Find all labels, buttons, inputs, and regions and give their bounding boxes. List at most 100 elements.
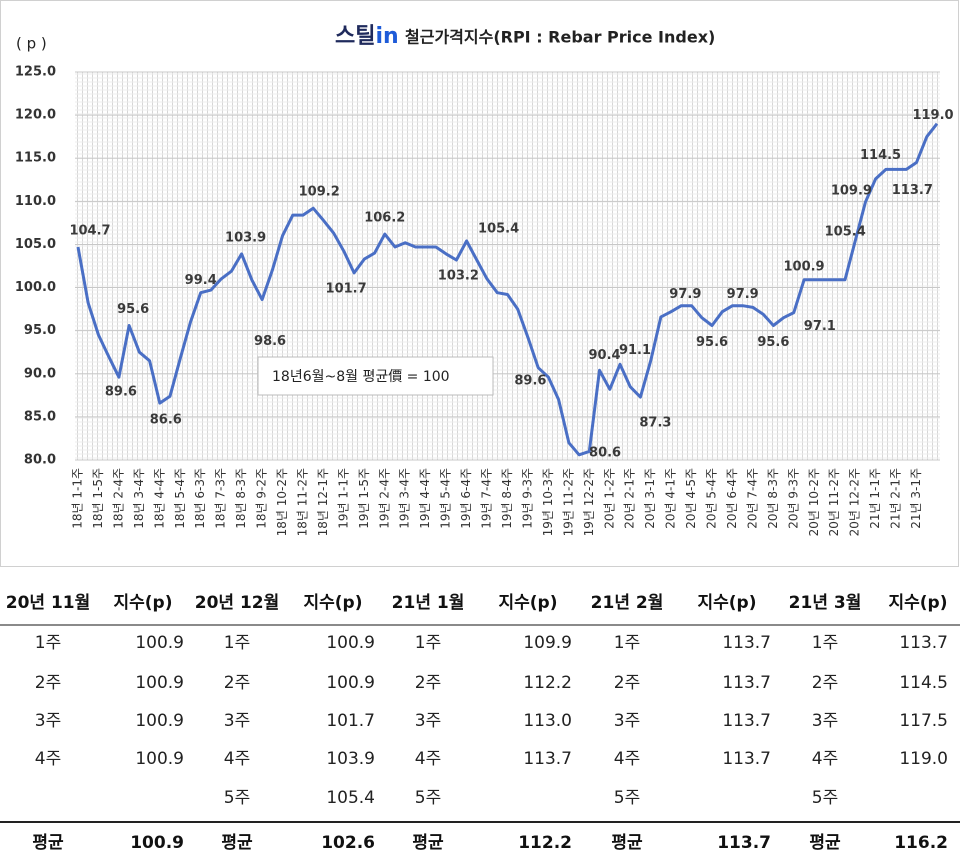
x-tick-label: 19년 10-3주	[541, 468, 555, 536]
table-cell: 113.7	[722, 673, 771, 693]
y-tick-label: 115.0	[15, 151, 56, 166]
y-tick-label: 110.0	[15, 194, 56, 209]
x-tick-label: 20년 7-4주	[745, 468, 759, 529]
value-label: 114.5	[860, 148, 901, 163]
value-label: 95.6	[696, 335, 728, 350]
value-label: 97.9	[727, 287, 759, 302]
x-tick-label: 21년 1-1주	[868, 468, 882, 529]
x-tick-label: 18년 2-4주	[111, 468, 125, 529]
value-label: 105.4	[825, 224, 866, 239]
table-header: 21년 3월	[789, 593, 862, 613]
y-tick-label: 95.0	[24, 323, 56, 338]
table-cell: 3주	[415, 711, 441, 731]
x-tick-label: 20년 4-5주	[684, 468, 698, 529]
x-tick-label: 20년 3-1주	[643, 468, 657, 529]
table-cell: 4주	[35, 749, 61, 769]
value-label: 109.2	[299, 185, 340, 200]
table-cell: 3주	[35, 711, 61, 731]
logo-text: 스틸	[335, 24, 375, 49]
table-cell: 113.7	[722, 749, 771, 769]
table-cell: 100.9	[326, 673, 375, 693]
value-label: 80.6	[589, 445, 621, 460]
x-tick-label: 18년 6-3주	[193, 468, 207, 529]
x-tick-label: 19년 8-4주	[500, 468, 514, 529]
y-axis-label: ( p )	[16, 35, 47, 53]
table-cell: 2주	[614, 673, 640, 693]
value-label: 99.4	[185, 273, 217, 288]
table-footer: 116.2	[894, 833, 948, 853]
x-tick-label: 18년 1-1주	[71, 468, 85, 529]
table-cell: 101.7	[326, 711, 375, 731]
x-tick-label: 19년 2-4주	[377, 468, 391, 529]
y-tick-label: 85.0	[24, 409, 56, 424]
value-label: 87.3	[639, 416, 671, 431]
x-tick-label: 18년 3-4주	[132, 468, 146, 529]
value-label: 97.1	[804, 319, 836, 334]
table-cell: 113.7	[523, 749, 572, 769]
table-cell: 1주	[614, 633, 640, 653]
table-cell: 1주	[224, 633, 250, 653]
table-cell: 4주	[224, 749, 250, 769]
table-header: 지수(p)	[698, 593, 757, 613]
x-tick-label: 19년 9-3주	[520, 468, 534, 529]
table-footer: 평균	[611, 833, 643, 853]
x-tick-label: 20년 10-2주	[807, 468, 821, 536]
x-tick-label: 18년 9-2주	[255, 468, 269, 529]
table-cell: 100.9	[135, 633, 184, 653]
value-label: 91.1	[619, 343, 651, 358]
rpi-line	[76, 122, 939, 457]
table-header: 21년 1월	[392, 593, 465, 613]
table-header: 20년 11월	[6, 593, 91, 613]
x-tick-label: 18년 12-1주	[316, 468, 330, 536]
x-tick-label: 19년 11-2주	[561, 468, 575, 536]
plot-area	[75, 72, 940, 460]
x-tick-label: 18년 10-2주	[275, 468, 289, 536]
y-tick-label: 125.0	[15, 65, 56, 80]
table-cell: 114.5	[899, 673, 948, 693]
value-label: 97.9	[669, 287, 701, 302]
table-cell: 1주	[415, 633, 441, 653]
table-cell: 5주	[224, 788, 250, 808]
table-cell: 119.0	[899, 749, 948, 769]
table-header: 20년 12월	[195, 593, 280, 613]
x-tick-label: 19년 1-5주	[357, 468, 371, 529]
table-cell: 2주	[35, 673, 61, 693]
x-tick-label: 21년 3-1주	[909, 468, 923, 529]
value-label: 90.4	[588, 348, 620, 363]
value-label: 101.7	[326, 281, 367, 296]
value-label: 103.9	[225, 230, 266, 245]
x-tick-label: 20년 1-2주	[602, 468, 616, 529]
x-tick-label: 21년 2-1주	[889, 468, 903, 529]
table-cell: 5주	[812, 788, 838, 808]
table-cell: 2주	[812, 673, 838, 693]
x-tick-label: 19년 6-4주	[459, 468, 473, 529]
table-cell: 112.2	[523, 673, 572, 693]
table-cell: 1주	[812, 633, 838, 653]
table-cell: 3주	[812, 711, 838, 731]
table-cell: 103.9	[326, 749, 375, 769]
x-tick-label: 20년 4-1주	[664, 468, 678, 529]
table-header: 지수(p)	[114, 593, 173, 613]
logo: 스틸in	[335, 24, 399, 49]
value-label: 113.7	[892, 183, 933, 198]
table-cell: 100.9	[135, 749, 184, 769]
value-label: 109.9	[831, 184, 872, 199]
table-cell: 113.0	[523, 711, 572, 731]
note-box	[257, 356, 494, 396]
x-tick-label: 20년 5-4주	[705, 468, 719, 529]
value-label: 106.2	[364, 211, 405, 226]
table-cell: 4주	[614, 749, 640, 769]
value-label: 89.6	[514, 374, 546, 389]
x-tick-label: 20년 6-4주	[725, 468, 739, 529]
x-tick-label: 18년 7-3주	[214, 468, 228, 529]
table-header: 지수(p)	[889, 593, 948, 613]
table-footer: 평균	[32, 833, 64, 853]
x-tick-label: 19년 7-4주	[480, 468, 494, 529]
table-cell: 109.9	[523, 633, 572, 653]
y-tick-label: 105.0	[15, 237, 56, 252]
table-footer: 100.9	[130, 833, 184, 853]
x-tick-label: 20년 2-1주	[623, 468, 637, 529]
y-tick-label: 120.0	[15, 108, 56, 123]
y-tick-label: 90.0	[24, 366, 56, 381]
table-cell: 113.7	[722, 633, 771, 653]
